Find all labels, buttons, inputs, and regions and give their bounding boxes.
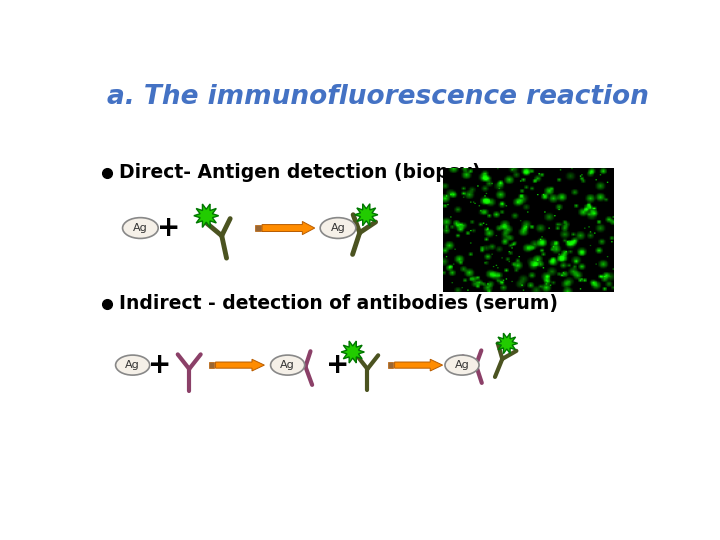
Text: Ag: Ag [125, 360, 140, 370]
Polygon shape [194, 204, 219, 227]
Ellipse shape [116, 355, 150, 375]
Text: Ag: Ag [454, 360, 469, 370]
Polygon shape [215, 359, 264, 371]
Text: Ag: Ag [330, 223, 346, 233]
Text: +: + [326, 351, 350, 379]
Bar [255, 225, 261, 231]
Ellipse shape [320, 218, 356, 239]
Bar [387, 362, 393, 368]
Polygon shape [496, 333, 518, 354]
Polygon shape [341, 341, 364, 363]
Polygon shape [395, 359, 443, 371]
Ellipse shape [271, 355, 305, 375]
Text: Ag: Ag [133, 223, 148, 233]
Text: a. The immunofluorescence reaction: a. The immunofluorescence reaction [107, 84, 649, 110]
Polygon shape [355, 204, 378, 226]
Ellipse shape [445, 355, 479, 375]
Text: +: + [148, 351, 171, 379]
Polygon shape [262, 221, 315, 234]
Text: Direct- Antigen detection (biopsy): Direct- Antigen detection (biopsy) [119, 163, 480, 182]
Text: Indirect - detection of antibodies (serum): Indirect - detection of antibodies (seru… [119, 294, 558, 313]
Bar [209, 362, 214, 368]
Text: +: + [158, 214, 181, 242]
Ellipse shape [122, 218, 158, 239]
Text: Ag: Ag [280, 360, 295, 370]
